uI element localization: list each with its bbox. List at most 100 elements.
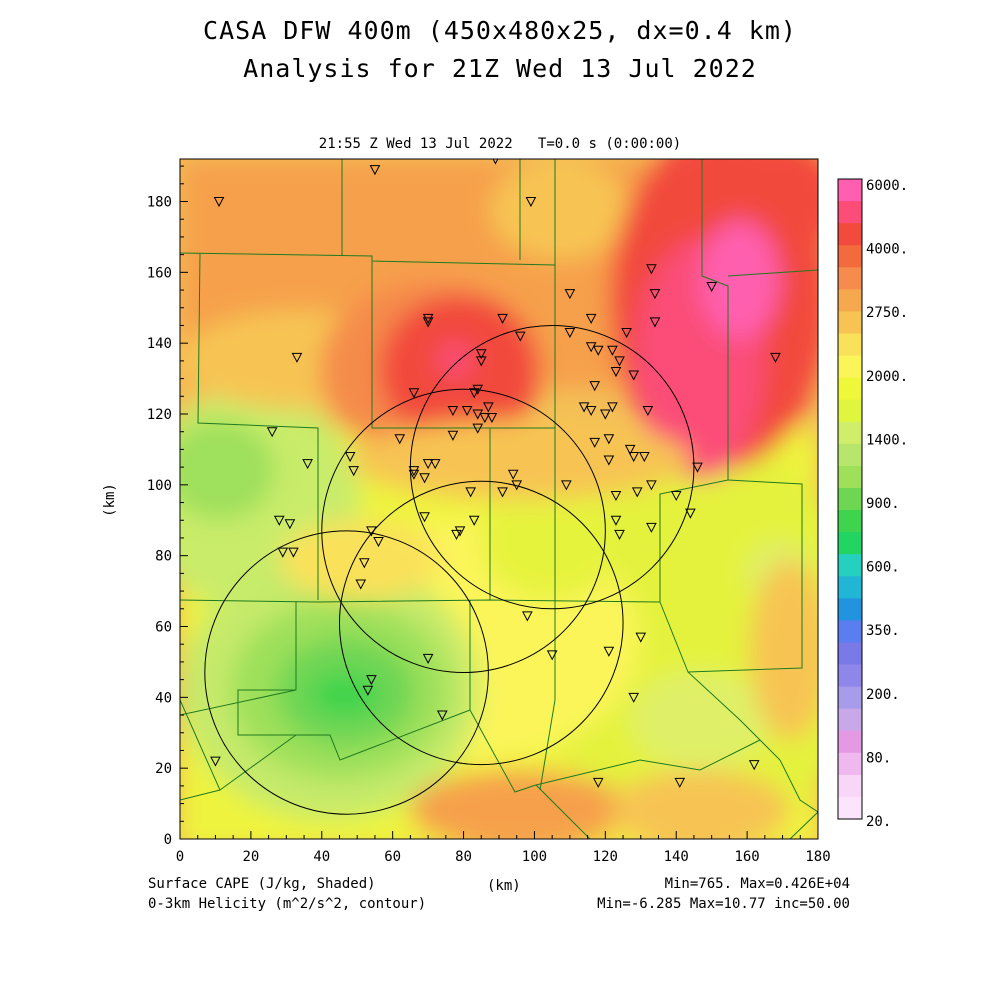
station-marker: [706, 282, 717, 293]
station-marker: [288, 547, 299, 558]
colorbar-swatch: [838, 686, 862, 710]
station-marker: [366, 675, 377, 686]
station-marker: [284, 519, 296, 530]
station-markers: [210, 159, 781, 788]
station-marker: [522, 611, 533, 622]
station-marker: [578, 402, 590, 413]
x-tick-label: 40: [313, 849, 330, 865]
station-marker: [546, 650, 558, 661]
station-marker: [369, 165, 381, 176]
cape-field: [180, 159, 818, 839]
station-marker: [525, 197, 537, 208]
station-marker: [497, 313, 508, 324]
contour-stats: Min=-6.285 Max=10.77 inc=50.00: [597, 896, 850, 912]
station-marker: [362, 685, 374, 696]
station-marker: [468, 388, 480, 399]
station-marker: [592, 777, 604, 788]
station-marker: [607, 402, 618, 413]
station-marker: [603, 455, 615, 466]
station-marker: [408, 466, 420, 477]
contour-label: 0-3km Helicity (m^2/s^2, contour): [148, 896, 427, 912]
station-marker: [475, 356, 487, 367]
station-marker: [358, 558, 370, 569]
station-marker: [628, 452, 640, 463]
station-marker: [429, 459, 441, 470]
colorbar-swatch: [838, 399, 862, 423]
shade-stats: Min=765. Max=0.426E+04: [664, 876, 850, 892]
x-tick-label: 100: [522, 849, 547, 865]
station-marker: [646, 480, 657, 491]
colorbar-swatch: [838, 532, 862, 555]
station-marker: [610, 515, 622, 526]
colorbar-label: 2000.: [866, 369, 908, 385]
colorbar-swatch: [838, 664, 862, 688]
station-marker: [564, 328, 576, 339]
station-marker: [348, 466, 360, 477]
station-marker: [373, 537, 384, 548]
station-marker: [610, 490, 622, 502]
station-marker: [649, 289, 661, 300]
y-tick-label: 160: [147, 265, 172, 281]
station-marker: [770, 352, 781, 363]
colorbar-swatch: [838, 510, 862, 533]
station-marker: [628, 370, 640, 381]
station-marker: [479, 413, 491, 424]
colorbar-swatch: [838, 487, 862, 511]
x-tick-label: 80: [455, 849, 472, 865]
map-subtitle: Analysis for 21Z Wed 13 Jul 2022: [243, 54, 757, 83]
colorbar-label: 4000.: [866, 242, 908, 258]
radar-ring: [339, 480, 624, 766]
station-marker: [614, 356, 625, 367]
station-marker: [472, 384, 484, 395]
map-title: CASA DFW 400m (450x480x25, dx=0.4 km): [203, 16, 797, 45]
station-marker: [600, 409, 611, 420]
station-marker: [614, 529, 625, 540]
colorbar-swatch: [838, 223, 862, 246]
y-tick-label: 140: [147, 336, 172, 352]
x-tick-label: 20: [242, 849, 259, 865]
colorbar-swatch: [838, 796, 862, 820]
station-marker: [213, 197, 225, 208]
station-marker: [692, 462, 703, 473]
x-axis: 0 20 40 60 80 100 120 140 160 180: [176, 831, 831, 865]
station-marker: [366, 526, 377, 537]
colorbar-label: 1400.: [866, 432, 908, 448]
colorbar-swatch: [838, 333, 862, 357]
station-marker: [468, 515, 480, 526]
colorbar-swatch: [838, 179, 862, 202]
station-marker: [514, 331, 526, 342]
cape-shading: [180, 159, 818, 839]
colorbar-swatch: [838, 598, 862, 621]
x-tick-label: 0: [176, 849, 184, 865]
colorbar-label: 200.: [866, 687, 900, 703]
station-marker: [302, 459, 313, 470]
station-marker: [621, 328, 632, 339]
station-marker: [465, 487, 476, 498]
station-marker: [638, 452, 650, 463]
field-label: Surface CAPE (J/kg, Shaded): [148, 876, 376, 892]
colorbar-label: 900.: [866, 496, 900, 512]
colorbar-label: 6000.: [866, 178, 908, 194]
station-marker: [607, 345, 618, 356]
colorbar-frame: [837, 178, 863, 820]
station-marker: [585, 405, 597, 417]
station-marker: [422, 653, 434, 664]
colorbar-swatch: [838, 774, 862, 798]
colorbar-swatch: [838, 377, 862, 401]
station-marker: [422, 317, 434, 328]
y-tick-label: 40: [155, 690, 172, 706]
station-marker: [210, 756, 221, 767]
station-marker: [646, 522, 657, 533]
station-marker: [603, 434, 615, 445]
x-tick-label: 180: [805, 849, 830, 865]
colorbar-label: 80.: [866, 750, 891, 766]
x-tick-label: 160: [734, 849, 759, 865]
station-marker: [674, 777, 686, 788]
station-marker: [589, 437, 601, 448]
station-marker: [486, 413, 498, 424]
station-marker: [628, 692, 640, 703]
station-marker: [670, 490, 682, 502]
colorbar-swatch: [838, 267, 862, 290]
station-marker: [273, 515, 285, 526]
radar-ring: [321, 388, 606, 674]
